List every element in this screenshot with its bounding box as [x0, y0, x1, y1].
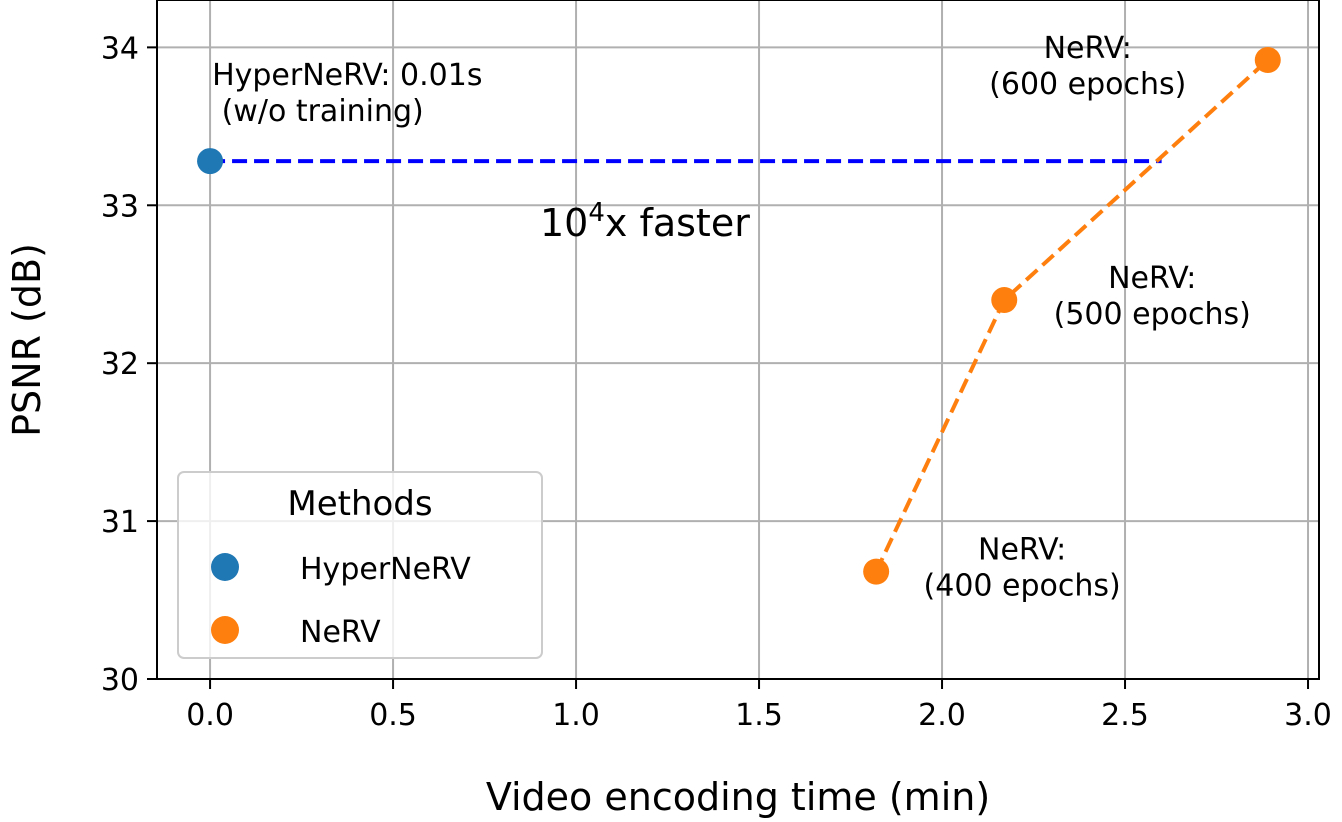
point-annotation: NeRV: (500 epochs) — [1054, 261, 1251, 332]
annotation-line: (400 epochs) — [924, 569, 1121, 604]
legend-label-hypernerv: HyperNeRV — [300, 552, 471, 587]
point-annotation: NeRV: (600 epochs) — [989, 31, 1186, 102]
speedup-rest: x faster — [605, 201, 750, 245]
data-series — [197, 47, 1281, 585]
x-axis-ticks: 0.0 0.5 1.0 1.5 2.0 2.5 3.0 — [186, 679, 1332, 733]
x-tick-label: 2.5 — [1101, 698, 1149, 733]
legend: Methods HyperNeRV NeRV — [177, 471, 543, 659]
x-tick-label: 3.0 — [1284, 698, 1332, 733]
y-tick-label: 30 — [101, 663, 139, 698]
speedup-annotation: 104x faster — [540, 198, 750, 245]
data-point-nerv — [1254, 47, 1281, 74]
data-point-hypernerv — [197, 148, 224, 175]
y-tick-label: 32 — [101, 347, 139, 382]
legend-marker-nerv — [211, 616, 239, 644]
annotation-line: HyperNeRV: 0.01s — [212, 58, 482, 93]
annotation-line: NeRV: — [1108, 261, 1196, 296]
y-axis-title: PSNR (dB) — [5, 243, 49, 437]
y-tick-label: 31 — [101, 505, 139, 540]
legend-marker-hypernerv — [211, 553, 239, 581]
x-tick-label: 1.0 — [552, 698, 600, 733]
x-tick-label: 2.0 — [918, 698, 966, 733]
point-annotations: HyperNeRV: 0.01s (w/o training)NeRV: (600… — [212, 31, 1251, 604]
point-annotation: NeRV: (400 epochs) — [924, 533, 1121, 604]
legend-box — [177, 471, 543, 659]
data-point-nerv — [991, 287, 1018, 314]
speedup-superscript: 4 — [588, 198, 605, 228]
point-annotation: HyperNeRV: 0.01s (w/o training) — [212, 58, 482, 129]
annotation-line: (500 epochs) — [1054, 297, 1251, 332]
y-tick-label: 33 — [101, 189, 139, 224]
x-tick-label: 0.5 — [369, 698, 417, 733]
annotation-line: NeRV: — [1044, 31, 1132, 66]
x-tick-label: 0.0 — [186, 698, 234, 733]
annotation-line: (600 epochs) — [989, 67, 1186, 102]
annotation-line: NeRV: — [978, 533, 1066, 568]
y-axis-ticks: 30 31 32 33 34 — [101, 31, 157, 698]
x-axis-title: Video encoding time (min) — [486, 775, 990, 819]
data-point-nerv — [863, 558, 890, 585]
legend-label-nerv: NeRV — [300, 615, 381, 650]
x-tick-label: 1.5 — [735, 698, 783, 733]
legend-title: Methods — [287, 484, 432, 524]
y-tick-label: 34 — [101, 31, 139, 66]
speedup-base: 10 — [540, 201, 588, 245]
plot-frame — [156, 0, 1320, 680]
annotation-line: (w/o training) — [212, 94, 424, 129]
grid-lines — [157, 0, 1319, 680]
